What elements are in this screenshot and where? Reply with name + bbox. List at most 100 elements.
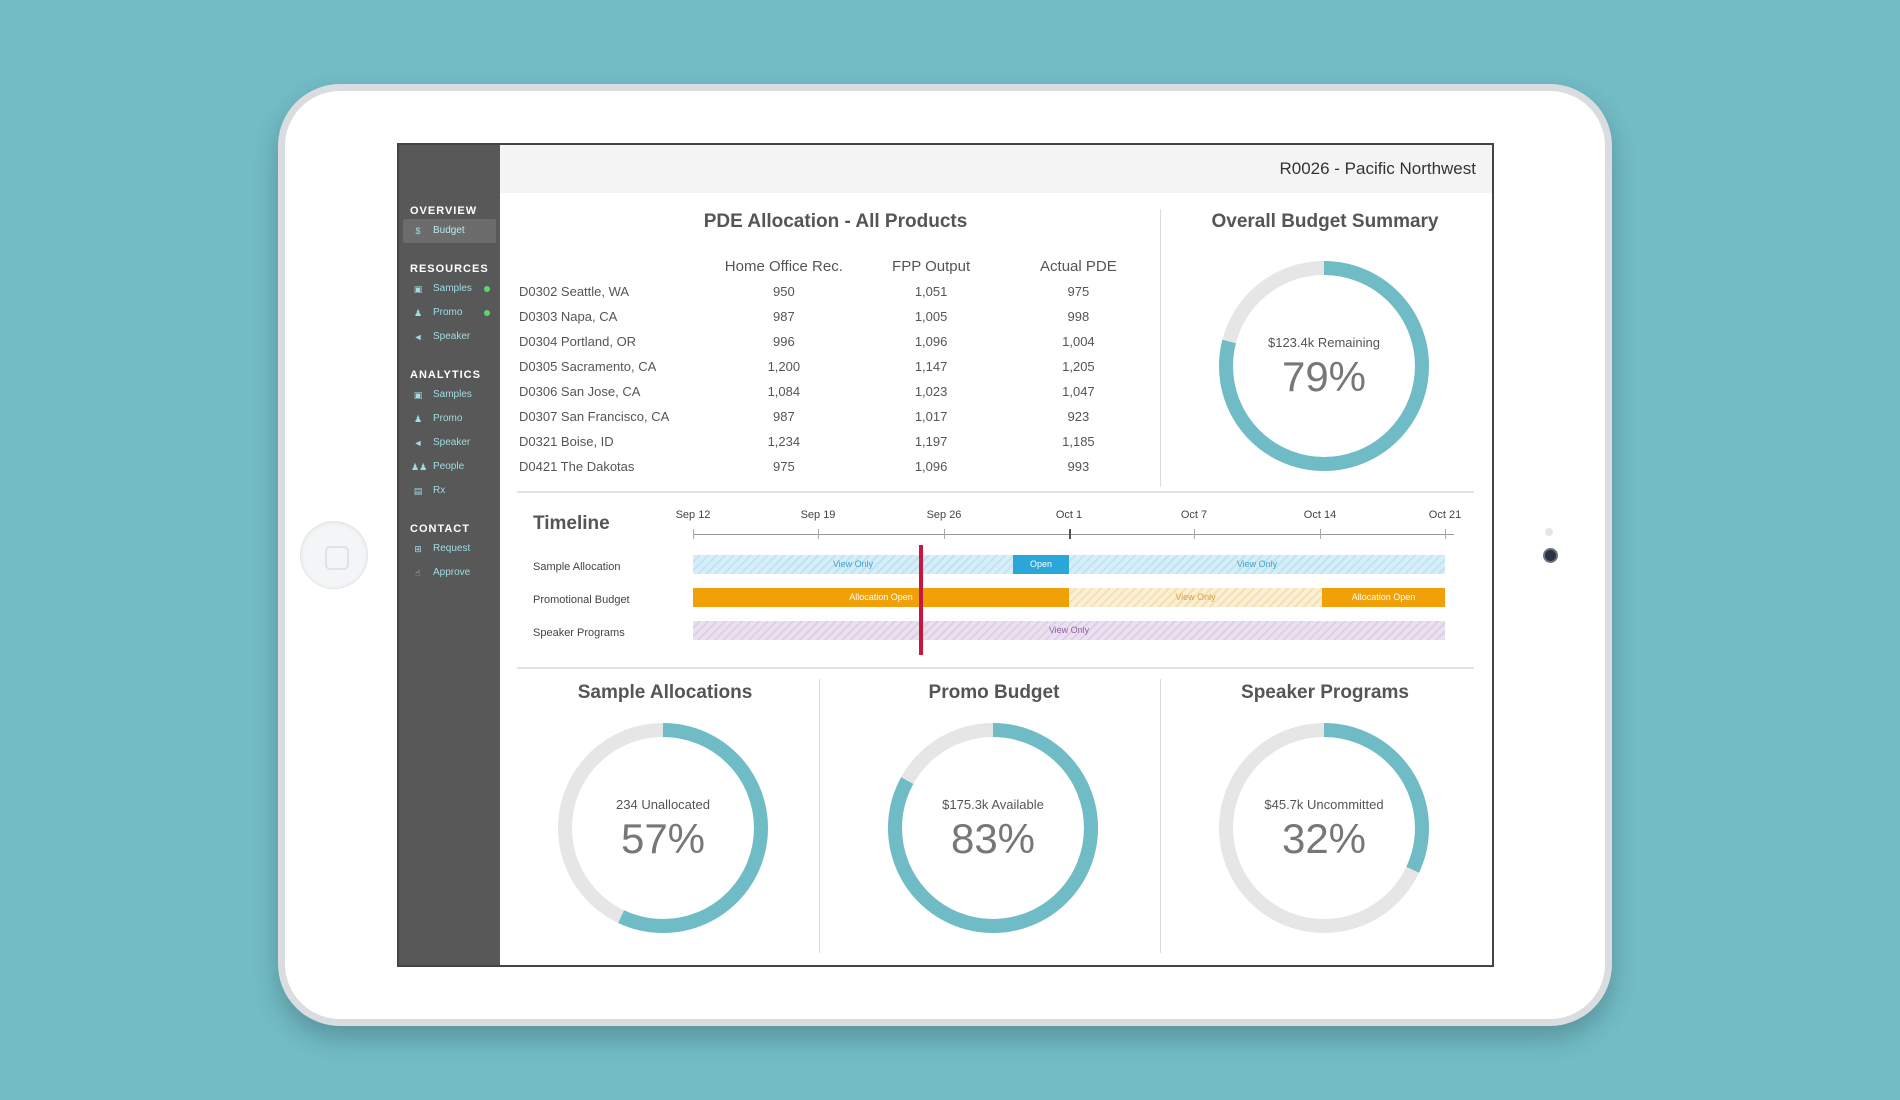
timeline-row-label: Promotional Budget — [533, 594, 630, 606]
sample-allocations-donut: 234 Unallocated 57% — [554, 719, 772, 937]
column-header: Actual PDE — [1040, 257, 1117, 275]
value-cell: 923 — [1067, 409, 1090, 424]
timeline-segment[interactable]: View Only — [693, 621, 1445, 640]
timeline-segment[interactable]: Open — [1013, 555, 1069, 574]
person-icon: ♟ — [413, 308, 423, 318]
value-cell: 993 — [1067, 459, 1090, 474]
timeline-segment[interactable]: View Only — [1069, 555, 1445, 574]
people-icon: ♟♟ — [411, 462, 428, 472]
timeline-row-label: Sample Allocation — [533, 561, 621, 573]
dashboard-screen: OVERVIEW $ Budget RESOURCES ▣ Samples ♟ … — [397, 143, 1494, 967]
status-dot — [484, 310, 490, 316]
section-divider — [1160, 679, 1161, 953]
sidebar-item-label: Approve — [433, 567, 471, 578]
briefcase-icon: ▣ — [413, 390, 423, 400]
sidebar-item-resources-samples[interactable]: ▣ Samples — [403, 277, 496, 301]
document-icon: ▤ — [413, 486, 423, 496]
axis-tick — [1194, 529, 1195, 539]
sidebar-item-resources-promo[interactable]: ♟ Promo — [403, 301, 496, 325]
value-cell: 1,197 — [914, 434, 948, 449]
sidebar-section-title: RESOURCES — [410, 263, 489, 275]
value-cell: 996 — [772, 334, 795, 349]
value-cell: 1,004 — [1062, 334, 1095, 349]
sidebar-item-budget[interactable]: $ Budget — [403, 219, 496, 243]
value-cell: 975 — [1067, 284, 1090, 299]
sidebar-item-approve[interactable]: ☝ Approve — [403, 561, 496, 585]
district-cell: D0305 Sacramento, CA — [519, 359, 657, 374]
axis-tick — [693, 529, 694, 539]
column-header — [519, 253, 710, 279]
sidebar-item-label: Speaker — [433, 331, 471, 342]
donut-progress-arc — [558, 723, 768, 933]
value-cell: 1,017 — [914, 409, 948, 424]
plus-square-icon: ⊞ — [414, 544, 422, 554]
sidebar-item-label: Samples — [433, 389, 472, 400]
donut-chart — [1219, 261, 1429, 471]
table-row: D0421 The Dakotas 975 1,096 993 — [519, 454, 1152, 479]
speaker-programs-donut: $45.7k Uncommitted 32% — [1215, 719, 1433, 937]
sidebar-item-label: Promo — [433, 413, 463, 424]
sidebar-item-analytics-samples[interactable]: ▣ Samples — [403, 383, 496, 407]
timeline-tick-label: Oct 1 — [1055, 509, 1083, 521]
sidebar-item-label: Promo — [433, 307, 463, 318]
sidebar-item-analytics-speaker[interactable]: ◄ Speaker — [403, 431, 496, 455]
sidebar-item-label: Budget — [433, 225, 465, 236]
home-button[interactable] — [300, 521, 368, 589]
section-divider — [1160, 209, 1161, 487]
sidebar-item-analytics-promo[interactable]: ♟ Promo — [403, 407, 496, 431]
district-cell: D0307 San Francisco, CA — [519, 409, 670, 424]
value-cell: 1,205 — [1062, 359, 1095, 374]
sidebar-item-label: Request — [433, 543, 471, 554]
value-cell: 1,200 — [767, 359, 801, 374]
value-cell: 1,096 — [914, 459, 948, 474]
status-dot — [484, 286, 490, 292]
value-cell: 1,147 — [914, 359, 948, 374]
timeline-segment[interactable]: View Only — [693, 555, 1013, 574]
camera-lens — [1543, 548, 1558, 563]
dollar-icon: $ — [415, 226, 421, 236]
sidebar-item-request[interactable]: ⊞ Request — [403, 537, 496, 561]
axis-tick — [1069, 529, 1071, 539]
district-cell: D0302 Seattle, WA — [519, 284, 630, 299]
value-cell: 950 — [772, 284, 795, 299]
district-cell: D0303 Napa, CA — [519, 309, 618, 324]
timeline-segment[interactable]: Allocation Open — [693, 588, 1069, 607]
table-row: D0306 San Jose, CA 1,084 1,023 1,047 — [519, 379, 1152, 404]
donut-progress-arc — [1219, 261, 1429, 471]
sidebar-item-analytics-rx[interactable]: ▤ Rx — [403, 479, 496, 503]
table-row: D0302 Seattle, WA 950 1,051 975 — [519, 279, 1152, 304]
value-cell: 1,047 — [1062, 384, 1095, 399]
section-divider — [517, 491, 1474, 493]
table-row: D0307 San Francisco, CA 987 1,017 923 — [519, 404, 1152, 429]
timeline-segment[interactable]: Allocation Open — [1322, 588, 1445, 607]
card-percent: 57% — [620, 815, 706, 862]
card-title-speaker-programs: Speaker Programs — [1241, 682, 1409, 703]
district-cell: D0421 The Dakotas — [519, 459, 635, 474]
axis-tick — [818, 529, 819, 539]
value-cell: 975 — [772, 459, 795, 474]
sensor-dot — [1545, 528, 1553, 536]
summary-label: $123.4k Remaining — [1267, 335, 1381, 350]
sidebar-item-analytics-people[interactable]: ♟♟ People — [403, 455, 496, 479]
sidebar-item-resources-speaker[interactable]: ◄ Speaker — [403, 325, 496, 349]
promo-budget-donut: $175.3k Available 83% — [884, 719, 1102, 937]
card-percent: 32% — [1281, 815, 1367, 862]
summary-title: Overall Budget Summary — [1211, 211, 1439, 232]
summary-percent: 79% — [1281, 353, 1367, 400]
timeline-tick-label: Oct 14 — [1303, 509, 1337, 521]
table-row: D0305 Sacramento, CA 1,200 1,147 1,205 — [519, 354, 1152, 379]
timeline-tick-label: Sep 26 — [926, 509, 962, 521]
pde-title: PDE Allocation - All Products — [703, 211, 968, 232]
sidebar-item-label: Speaker — [433, 437, 471, 448]
timeline-tick-label: Sep 19 — [800, 509, 836, 521]
axis-tick — [1320, 529, 1321, 539]
timeline-segment[interactable]: View Only — [1069, 588, 1322, 607]
thumbs-up-icon: ☝ — [415, 568, 421, 578]
megaphone-icon: ◄ — [413, 438, 423, 448]
table-row: D0303 Napa, CA 987 1,005 998 — [519, 304, 1152, 329]
table-row: D0304 Portland, OR 996 1,096 1,004 — [519, 329, 1152, 354]
donut-chart — [888, 723, 1098, 933]
sidebar-item-label: Samples — [433, 283, 472, 294]
district-cell: D0306 San Jose, CA — [519, 384, 641, 399]
sidebar-section-title: CONTACT — [410, 523, 470, 535]
